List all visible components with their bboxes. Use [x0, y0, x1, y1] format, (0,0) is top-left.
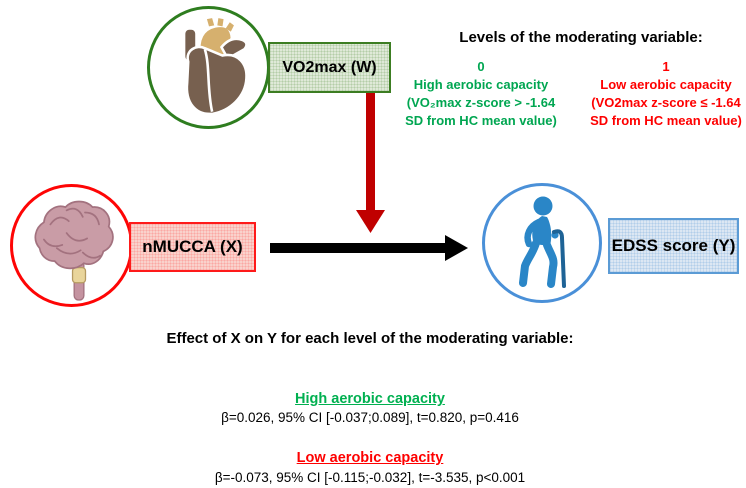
moderation-arrow [356, 93, 385, 233]
effect-arrow [270, 235, 468, 261]
low-aerobic-heading: Low aerobic capacity [296, 450, 444, 466]
high-aerobic-stats: β=0.026, 95% CI [-0.037;0.089], t=0.820,… [221, 410, 519, 425]
edss-label: EDSS score (Y) [611, 236, 736, 255]
brain-icon [18, 190, 126, 302]
vo2max-label: VO2max (W) [282, 58, 377, 76]
low-aerobic-stats: β=-0.073, 95% CI [-0.115;-0.032], t=-3.5… [214, 470, 526, 485]
levels-title: Levels of the moderating variable: [459, 29, 703, 46]
nmucca-box: nMUCCA (X) [129, 222, 256, 272]
level-value: 1 [662, 59, 670, 74]
vo2max-box: VO2max (W) [268, 42, 391, 93]
heart-node [147, 6, 270, 129]
edss-box: EDSS score (Y) [608, 218, 739, 274]
high-aerobic-heading: High aerobic capacity [295, 391, 445, 407]
level-name: High aerobic capacity [413, 77, 549, 92]
level-criterion-line2: SD from HC mean value) [590, 113, 742, 128]
heart-icon [157, 14, 261, 122]
level-criterion-line1: (VO2max z-score ≤ -1.64 [591, 95, 741, 110]
level-criterion-line1: (VO₂max z-score > -1.64 [406, 95, 556, 110]
nmucca-label: nMUCCA (X) [142, 237, 243, 256]
effects-title: Effect of X on Y for each level of the m… [166, 330, 574, 347]
level-criterion-line2: SD from HC mean value) [405, 113, 557, 128]
brain-node [10, 184, 133, 307]
level-high-aerobic: 0 High aerobic capacity (VO₂max z-score … [398, 58, 564, 130]
person-node [482, 183, 602, 303]
level-value: 0 [477, 59, 485, 74]
walking-person-icon [492, 191, 592, 295]
level-low-aerobic: 1 Low aerobic capacity (VO2max z-score ≤… [584, 58, 746, 130]
level-name: Low aerobic capacity [600, 77, 732, 92]
